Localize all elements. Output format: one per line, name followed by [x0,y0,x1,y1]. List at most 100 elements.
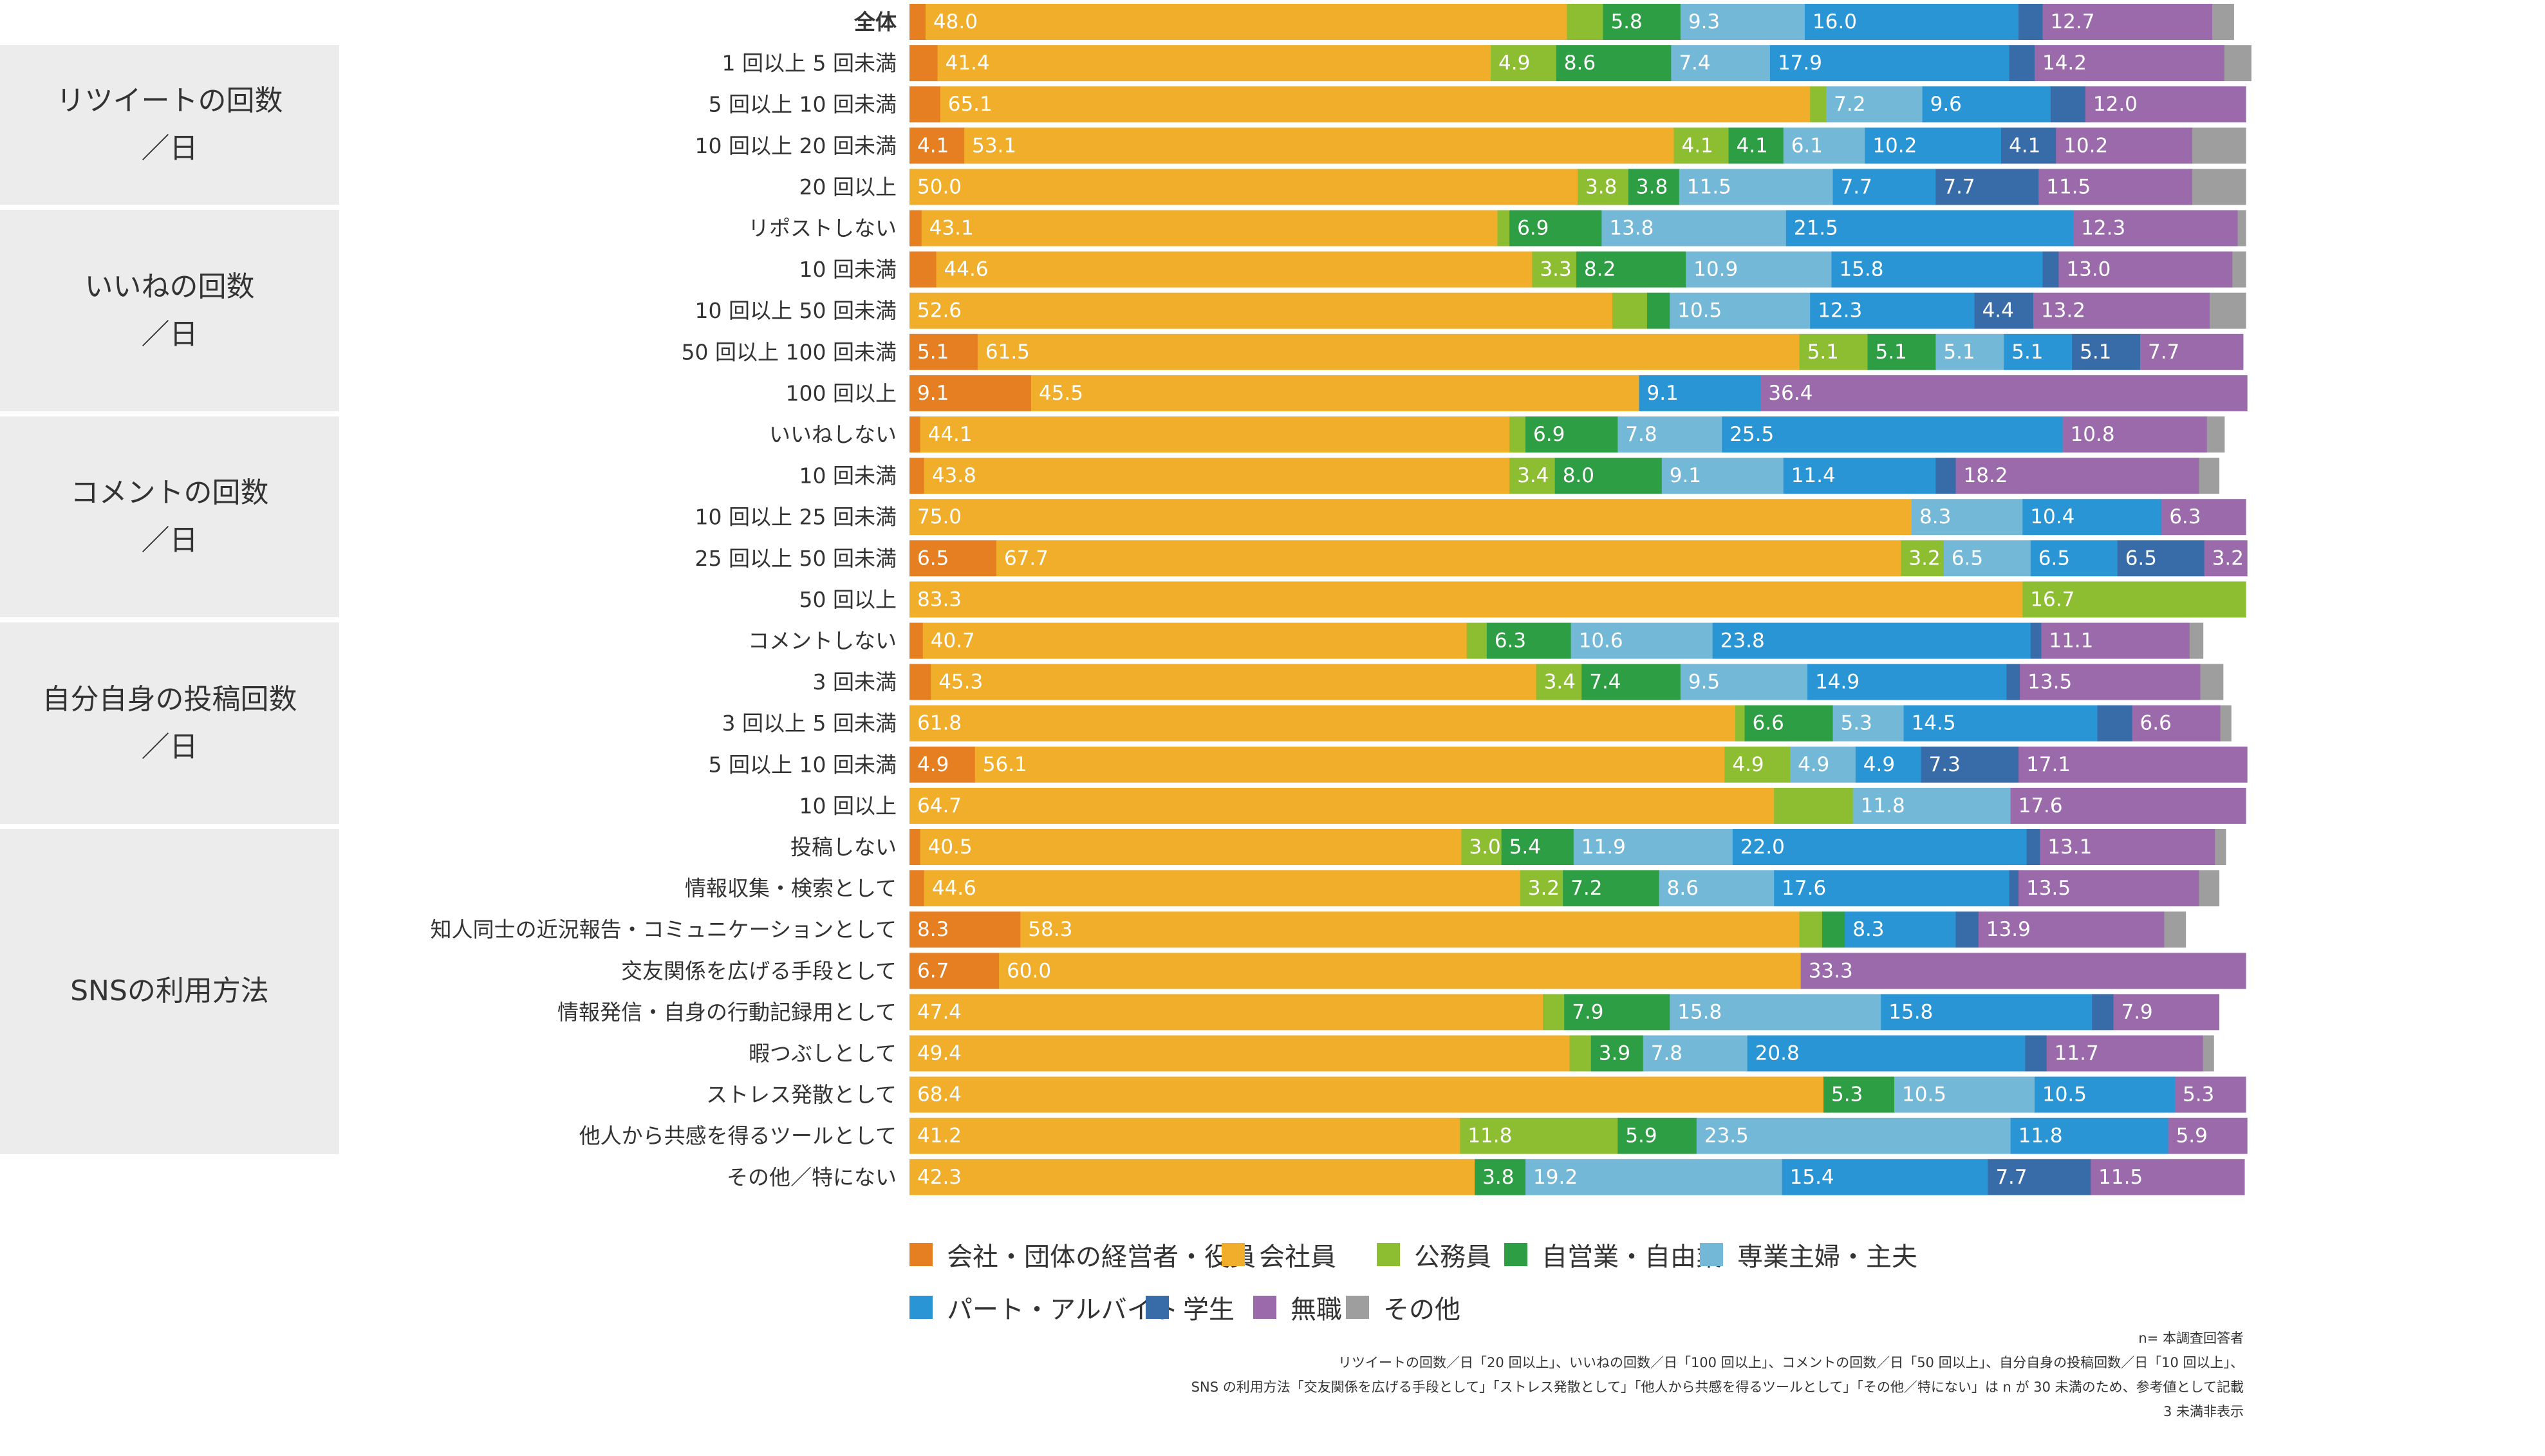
bar-segment [1569,1035,1592,1072]
group-panel: 自分自身の投稿回数 ／日 [0,622,339,824]
bar-segment [909,458,925,494]
data-label: 5.1 [2080,341,2111,364]
data-label: 11.1 [2049,630,2093,653]
data-label: 6.5 [917,546,949,570]
bar-segment [1486,622,1572,659]
bar-segment [2192,127,2246,164]
data-label: 3.4 [1544,671,1576,694]
legend-item: 会社・団体の経営者・役員 [909,1236,1256,1273]
bar-segment [2132,705,2221,742]
bar-segment [1564,994,1670,1031]
bar-segment [1712,622,2031,659]
bar-segment [2001,127,2056,164]
data-label: 4.9 [1863,753,1895,776]
bar-segment [2206,416,2225,453]
note-sample: n= 本調査回答者 [2138,1330,2244,1346]
row-label: 50 回以上 [799,587,897,612]
data-label: 10.2 [1872,134,1917,157]
bar-segment [1578,169,1629,205]
bar-segment [2192,169,2246,205]
bar-segment [1867,333,1936,370]
bar-segment [2042,4,2213,40]
bar-segment [1810,292,1975,329]
bar-segment [2072,333,2141,370]
data-label: 3.2 [1528,877,1560,900]
data-label: 8.3 [1852,918,1884,941]
data-label: 17.6 [2018,794,2063,817]
bar-segment [2030,540,2118,577]
bar-segment [937,45,1491,82]
group-panel: コメントの回数 ／日 [0,416,339,618]
bar-segment [1696,1117,2011,1154]
data-label: 68.4 [917,1083,962,1106]
data-label: 64.7 [917,794,962,817]
data-label: 33.3 [1809,959,1853,982]
row-label: 3 回以上 5 回未満 [722,711,897,736]
data-label: 13.2 [2041,299,2085,322]
bar-segment [1831,251,2044,288]
data-label: 7.7 [1995,1166,2027,1189]
bar-segment [909,622,924,659]
bar-segment [1722,416,2064,453]
bar-segment [909,540,997,577]
row-label: その他／特にない [727,1164,897,1190]
bar-segment [1735,705,1746,742]
data-label: 3.4 [1517,464,1549,487]
bar-segment [2046,1035,2204,1072]
data-label: 15.4 [1790,1166,1834,1189]
bar-segment [1903,705,2098,742]
bar-segment [2018,746,2248,783]
data-label: 19.2 [1533,1166,1578,1189]
data-label: 7.2 [1571,877,1602,900]
bar-segment [909,953,1000,989]
bar-segment [1603,4,1681,40]
row-label: 10 回以上 50 回未満 [695,298,897,323]
legend-item: 専業主婦・主夫 [1700,1236,1917,1273]
row-label: 10 回未満 [799,463,897,489]
data-label: 11.9 [1581,835,1626,859]
data-label: 20.8 [1755,1042,1800,1065]
bar-segment [921,210,1498,247]
bar-segment [1581,664,1681,700]
data-label: 6.3 [2169,505,2201,528]
data-label: 13.9 [1986,918,2031,941]
bar-segment [1790,746,1856,783]
bar-segment [1785,210,2074,247]
bar-segment [2199,870,2220,907]
bar-segment [1466,622,1487,659]
legend-item: 学生 [1146,1289,1235,1326]
bar-segment [2139,333,2244,370]
bar-segment [1955,458,2199,494]
data-label: 7.7 [1943,175,1975,198]
row-label: 20 回以上 [799,174,897,200]
row-label: 10 回未満 [799,257,897,282]
data-label: 13.5 [2028,671,2072,694]
data-label: 83.3 [917,588,962,611]
bar-segment [909,251,937,288]
bar-segment [1643,1035,1748,1072]
data-label: 13.5 [2026,877,2071,900]
bar-segment [940,86,1811,123]
bar-segment [2034,1076,2176,1113]
bar-segment [909,45,938,82]
bar-segment [1974,292,2034,329]
bar-segment [1501,829,1574,865]
note-reference-2: SNS の利用方法「交友関係を広げる手段として」「ストレス発散として」「他人から… [1191,1379,2244,1395]
legend-swatch [1377,1243,1400,1266]
data-label: 42.3 [917,1166,962,1189]
legend-item: 公務員 [1377,1236,1491,1273]
data-label: 44.1 [928,423,973,446]
bar-segment [2062,416,2208,453]
data-label: 8.0 [1563,464,1594,487]
data-label: 9.5 [1688,671,1720,694]
bar-segment [1617,1117,1697,1154]
bar-segment [1894,1076,2035,1113]
data-label: 5.1 [2011,341,2043,364]
legend-swatch [1346,1296,1369,1319]
bar-segment [909,169,1578,205]
bar-segment [1679,169,1834,205]
bar-segment [909,870,925,907]
bar-segment [2224,45,2251,82]
bar-segment [2117,540,2205,577]
data-label: 3.2 [1908,546,1940,570]
